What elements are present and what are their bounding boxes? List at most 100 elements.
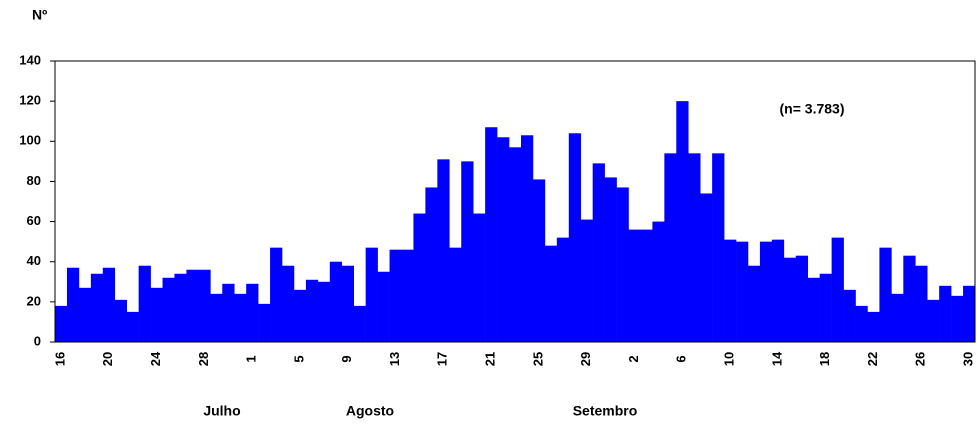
x-tick-label: 5	[291, 355, 306, 362]
x-tick-label: 26	[913, 352, 928, 366]
bar	[783, 257, 797, 342]
bar	[795, 255, 809, 342]
bar	[365, 247, 378, 342]
x-tick-label: 20	[100, 352, 115, 366]
bar	[747, 265, 761, 342]
bar	[258, 303, 271, 342]
x-tick-label: 2	[626, 355, 641, 362]
bar	[520, 135, 534, 342]
bar	[497, 137, 510, 342]
bar	[855, 305, 868, 342]
bar	[198, 269, 211, 342]
y-tick-label: 60	[27, 213, 41, 228]
bar	[174, 273, 187, 342]
bar	[317, 281, 331, 342]
bar	[580, 219, 593, 342]
bar	[759, 241, 773, 342]
x-tick-label: 24	[148, 351, 163, 366]
bar	[282, 265, 295, 342]
y-tick-label: 40	[27, 253, 41, 268]
x-tick-label: 28	[196, 352, 211, 366]
bar	[437, 159, 450, 342]
bar	[78, 287, 92, 342]
bar	[90, 273, 104, 342]
bar	[341, 265, 355, 342]
bar	[210, 293, 223, 342]
y-tick-label: 0	[34, 333, 41, 348]
bar	[951, 295, 964, 342]
y-tick-label: 20	[27, 293, 41, 308]
bar	[616, 187, 629, 342]
bar	[556, 237, 570, 342]
x-tick-label: 6	[674, 355, 689, 362]
bar	[246, 283, 259, 342]
bar	[568, 133, 582, 342]
bar	[927, 299, 940, 342]
x-tick-label: 22	[865, 352, 880, 366]
bar	[389, 249, 402, 342]
bar	[126, 311, 139, 342]
y-axis-label: Nº	[32, 7, 47, 23]
x-tick-label: 21	[483, 352, 498, 366]
bar	[628, 229, 641, 342]
bar	[688, 153, 701, 342]
bar	[186, 269, 199, 342]
bar	[449, 247, 462, 342]
x-tick-label: 1	[244, 355, 259, 362]
bar	[807, 277, 820, 342]
bar	[676, 101, 689, 343]
bar	[819, 273, 832, 342]
x-tick-label: 10	[722, 352, 737, 366]
bar	[724, 239, 737, 342]
bar	[939, 285, 952, 342]
bar	[401, 249, 414, 342]
bar	[329, 261, 343, 342]
x-tick-label: 14	[769, 351, 784, 366]
bar	[305, 279, 319, 342]
bar	[843, 289, 856, 342]
bar	[102, 267, 116, 342]
bar	[293, 289, 307, 342]
bar	[162, 277, 175, 342]
bar	[66, 267, 80, 342]
bar	[736, 241, 749, 342]
bar	[532, 179, 546, 342]
bar	[114, 299, 127, 342]
y-tick-label: 120	[19, 93, 41, 108]
bar	[963, 285, 976, 342]
bar	[509, 147, 522, 342]
bar	[664, 153, 677, 342]
x-tick-label: 18	[817, 352, 832, 366]
bar	[640, 229, 653, 342]
bar	[712, 153, 725, 342]
x-tick-label: 29	[578, 352, 593, 366]
bar	[891, 293, 904, 342]
bar	[270, 247, 283, 342]
x-tick-label: 9	[339, 355, 354, 362]
bar	[150, 287, 163, 342]
bar	[867, 311, 880, 342]
bar	[915, 265, 928, 342]
bar	[425, 187, 438, 342]
bar	[879, 247, 892, 342]
plot-frame	[54, 60, 976, 343]
x-tick-label: 17	[435, 352, 450, 366]
bar	[771, 239, 785, 342]
y-tick-label: 100	[19, 133, 41, 148]
bar	[604, 177, 617, 342]
y-tick-label: 140	[19, 52, 41, 67]
x-tick-label: 16	[52, 352, 67, 366]
bar	[222, 283, 235, 342]
y-tick-label: 80	[27, 173, 41, 188]
bar	[377, 271, 390, 342]
bar	[461, 161, 474, 342]
bar	[55, 305, 68, 342]
x-tick-label: 25	[530, 352, 545, 366]
month-label: Agosto	[346, 403, 394, 419]
annotation: (n= 3.783)	[780, 101, 845, 117]
bar	[700, 193, 713, 342]
bar	[413, 213, 426, 342]
month-label: Setembro	[573, 403, 638, 419]
x-tick-label: 13	[387, 352, 402, 366]
